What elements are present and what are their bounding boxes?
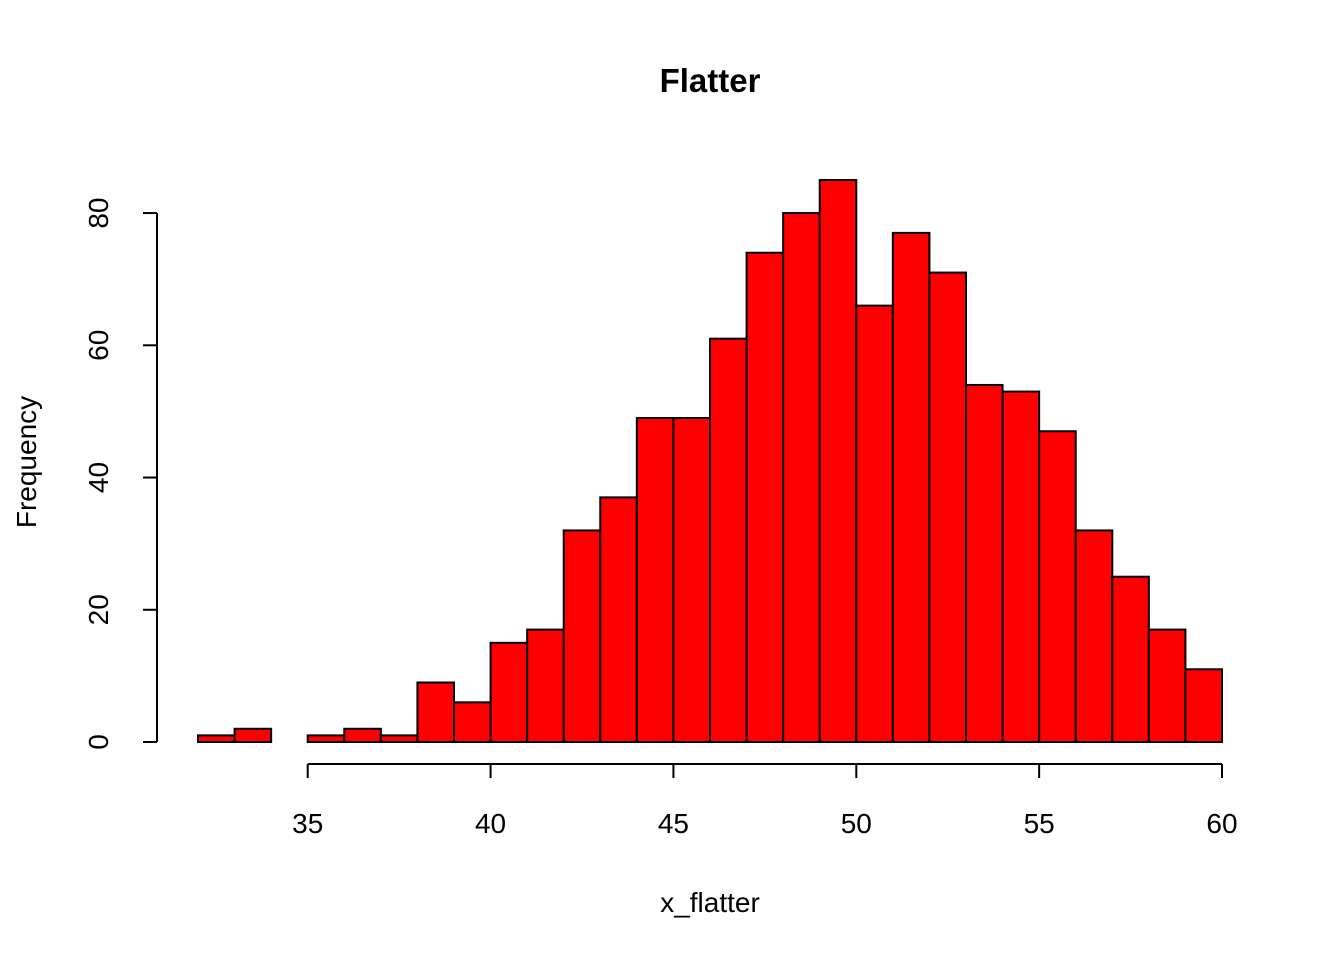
y-tick-label: 40 bbox=[83, 462, 114, 493]
histogram-bar bbox=[745, 251, 785, 744]
histogram-bar bbox=[1074, 529, 1114, 743]
x-tick-label: 55 bbox=[1024, 808, 1055, 839]
histogram-bar bbox=[197, 734, 236, 744]
histogram-bar bbox=[233, 727, 273, 744]
x-axis-ticks: 35 40 45 50 55 60 bbox=[292, 764, 1238, 839]
y-axis-label: Frequency bbox=[11, 396, 42, 528]
histogram-bar bbox=[855, 304, 894, 743]
histogram-bar bbox=[818, 179, 858, 743]
histogram-bar bbox=[709, 337, 748, 743]
bars-group bbox=[197, 179, 1224, 744]
histogram-bar bbox=[416, 681, 455, 744]
x-tick-label: 60 bbox=[1206, 808, 1237, 839]
x-tick-label: 50 bbox=[841, 808, 872, 839]
chart-title: Flatter bbox=[660, 62, 761, 99]
histogram-bar bbox=[599, 496, 638, 744]
y-tick-label: 20 bbox=[83, 594, 114, 625]
histogram-bar bbox=[1184, 668, 1224, 743]
y-tick-label: 80 bbox=[83, 197, 114, 228]
histogram-bar bbox=[1001, 390, 1041, 743]
y-axis-ticks: 0 20 40 60 80 bbox=[83, 197, 157, 750]
histogram-bar bbox=[379, 734, 419, 744]
x-tick-label: 40 bbox=[475, 808, 506, 839]
histogram-bar bbox=[1111, 575, 1150, 743]
histogram-bar bbox=[965, 383, 1004, 743]
histogram-bar bbox=[453, 701, 492, 743]
histogram-bar bbox=[1038, 430, 1077, 743]
histogram-bar bbox=[928, 271, 968, 743]
x-tick-label: 35 bbox=[292, 808, 323, 839]
histogram-bar bbox=[1147, 628, 1187, 743]
histogram-bar bbox=[562, 529, 602, 743]
histogram-bar bbox=[635, 417, 675, 743]
histogram-bar bbox=[489, 641, 529, 744]
histogram-bar bbox=[526, 628, 565, 743]
histogram-bar bbox=[782, 212, 821, 743]
histogram-bar bbox=[672, 417, 712, 743]
x-axis-label: x_flatter bbox=[660, 887, 760, 918]
y-tick-label: 60 bbox=[83, 330, 114, 361]
x-tick-label: 45 bbox=[658, 808, 689, 839]
histogram-bar bbox=[891, 231, 931, 744]
histogram-bar bbox=[343, 727, 382, 744]
histogram-bar bbox=[306, 734, 346, 744]
y-tick-label: 0 bbox=[83, 734, 114, 750]
